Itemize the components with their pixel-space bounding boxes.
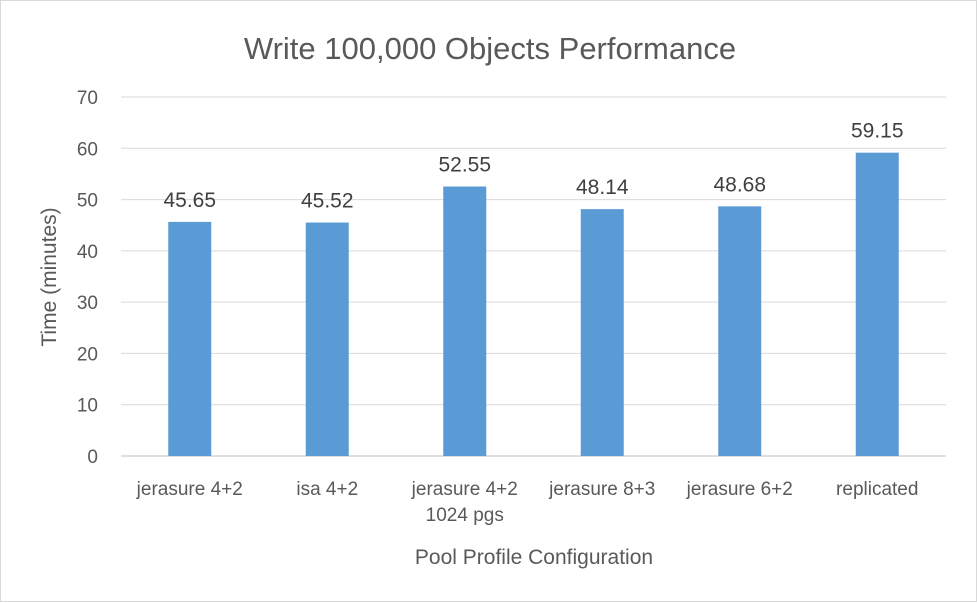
y-tick-label: 50: [77, 191, 98, 212]
x-tick-label: replicated: [836, 479, 918, 500]
y-tick-label: 60: [77, 139, 98, 160]
y-axis-ticks: 0 10 20 30 40 50 60 70: [77, 88, 98, 468]
bar: [855, 152, 899, 456]
bar: [718, 206, 762, 456]
x-tick-label: isa 4+2: [296, 479, 358, 500]
data-label: 45.65: [163, 189, 216, 212]
data-label: 59.15: [851, 120, 904, 143]
gridlines: [121, 96, 946, 457]
data-label: 52.55: [438, 153, 491, 176]
data-label: 48.14: [576, 176, 629, 199]
bar: [305, 222, 349, 456]
x-tick-label: jerasure 4+2 1024 pgs: [411, 479, 518, 526]
chart-title: Write 100,000 Objects Performance: [244, 31, 736, 66]
y-tick-label: 70: [77, 88, 98, 109]
y-tick-label: 20: [77, 344, 98, 365]
bar: [168, 221, 212, 456]
x-axis-ticks: jerasure 4+2 isa 4+2 jerasure 4+2 1024 pgs j…: [136, 479, 919, 526]
bar: [580, 209, 624, 456]
data-label: 48.68: [713, 173, 766, 196]
y-axis-title: Time (minutes): [38, 207, 61, 346]
y-tick-label: 30: [77, 293, 98, 314]
y-tick-label: 40: [77, 242, 98, 263]
x-tick-label: jerasure 4+2: [136, 479, 243, 500]
y-tick-label: 10: [77, 396, 98, 417]
data-labels: 45.65 45.52 52.55 48.14 48.68 59.15: [163, 120, 903, 213]
x-tick-label: jerasure 8+3: [548, 479, 655, 500]
y-tick-label: 0: [87, 447, 98, 468]
bars: [168, 152, 899, 456]
x-tick-label: jerasure 6+2: [686, 479, 793, 500]
data-label: 45.52: [301, 190, 354, 213]
x-axis-title: Pool Profile Configuration: [415, 546, 653, 569]
bar: [443, 186, 487, 456]
